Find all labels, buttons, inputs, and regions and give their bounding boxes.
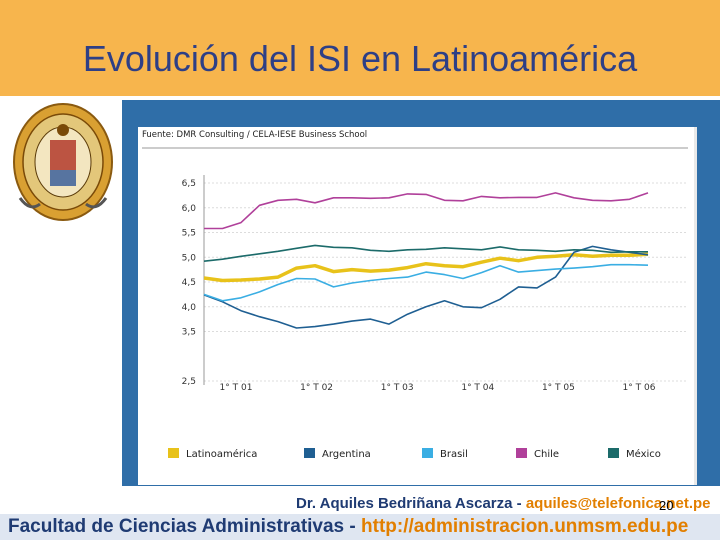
legend-swatch	[516, 448, 527, 458]
footer-author: Dr. Aquiles Bedriñana Ascarza - aquiles@…	[296, 495, 711, 512]
x-tick-label: 1° T 05	[542, 383, 575, 393]
y-tick-label: 4,5	[182, 278, 196, 288]
legend-swatch	[168, 448, 179, 458]
author-email[interactable]: aquiles@telefonica.net.pe	[525, 495, 711, 512]
title-bar	[0, 0, 720, 96]
x-tick-label: 1° T 03	[381, 383, 414, 393]
y-tick-label: 3,5	[182, 328, 196, 338]
x-tick-label: 1° T 02	[300, 383, 333, 393]
y-tick-label: 5,0	[182, 253, 197, 263]
y-tick-label: 4,0	[182, 303, 197, 313]
y-tick-label: 2,5	[182, 377, 196, 387]
chart-card: Fuente: DMR Consulting / CELA-IESE Busin…	[138, 127, 697, 485]
faculty-name: Facultad de Ciencias Administrativas -	[8, 516, 362, 537]
page-number: 20	[659, 498, 674, 513]
isi-line-chart: Fuente: DMR Consulting / CELA-IESE Busin…	[142, 130, 688, 460]
series-line-latinoamérica	[203, 252, 649, 283]
series-line-chile	[204, 192, 649, 230]
chart-source: Fuente: DMR Consulting / CELA-IESE Busin…	[142, 130, 367, 140]
footer-faculty: Facultad de Ciencias Administrativas - h…	[8, 516, 688, 538]
series-line-argentina	[203, 245, 649, 329]
y-tick-label: 5,5	[182, 229, 196, 239]
legend-label: Argentina	[322, 449, 371, 460]
author-name: Dr. Aquiles Bedriñana Ascarza -	[296, 495, 526, 512]
series-line-méxico	[203, 244, 648, 262]
legend-label: Chile	[534, 449, 559, 460]
footer-bar	[0, 514, 720, 540]
legend-swatch	[608, 448, 619, 458]
series-line-brasil	[203, 263, 649, 302]
slide-title: Evolución del ISI en Latinoamérica	[82, 38, 638, 79]
university-seal-icon	[13, 103, 113, 221]
legend-label: México	[626, 448, 661, 460]
legend-label: Brasil	[440, 449, 468, 460]
legend-swatch	[304, 448, 315, 458]
y-tick-label: 6,5	[182, 179, 196, 189]
legend-swatch	[422, 448, 433, 458]
x-tick-label: 1° T 06	[623, 383, 656, 393]
x-tick-label: 1° T 04	[461, 383, 494, 393]
y-tick-label: 6,0	[182, 204, 197, 214]
legend-label: Latinoamérica	[186, 448, 257, 460]
faculty-url[interactable]: http://administracion.unmsm.edu.pe	[361, 516, 689, 537]
x-tick-label: 1° T 01	[220, 383, 253, 393]
